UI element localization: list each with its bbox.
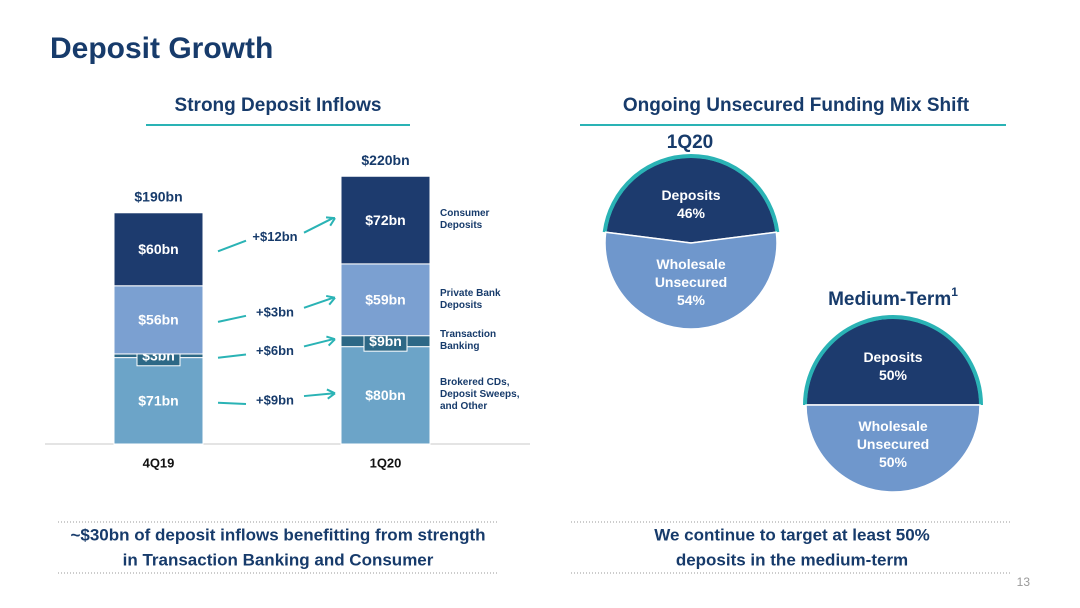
- change-arrow: [303, 392, 334, 398]
- pie-label-name: Deposits: [661, 187, 721, 204]
- total-label: $190bn: [134, 188, 182, 204]
- arrow-head: [326, 335, 336, 347]
- value-label: $56bn: [138, 312, 178, 328]
- pie-label-value: 50%: [878, 454, 908, 471]
- slide-title: Deposit Growth: [50, 32, 273, 65]
- pie-rim: [803, 315, 983, 406]
- arrow-head: [326, 388, 336, 400]
- value-label: $9bn: [369, 333, 402, 349]
- x-tick-label: 1Q20: [370, 455, 402, 470]
- pie-label-name: Wholesale Unsecured: [654, 255, 728, 290]
- change-connector: [217, 239, 247, 253]
- bar-segment: [340, 175, 431, 265]
- bar-segment: [340, 263, 431, 337]
- change-connector: [217, 401, 247, 406]
- pie-label-value: 46%: [676, 205, 706, 222]
- change-connector: [217, 353, 247, 359]
- change-connector: [217, 314, 247, 323]
- bar-segment: [113, 357, 204, 445]
- footnote: in Transaction Banking and Consumer: [123, 550, 434, 569]
- value-label: $80bn: [365, 387, 405, 403]
- pie-title: 1Q20: [667, 132, 713, 153]
- value-label: $59bn: [365, 291, 405, 307]
- bar-segment: [340, 346, 431, 445]
- value-label: $60bn: [138, 241, 178, 257]
- pie-label-value: 50%: [878, 366, 908, 383]
- change-label: +$6bn: [256, 343, 294, 358]
- pie-label-name: Wholesale Unsecured: [856, 418, 930, 453]
- pie-title: Medium-Term1: [828, 285, 958, 310]
- legend-entry: Transaction Banking: [440, 329, 497, 353]
- page-number: 13: [1017, 575, 1031, 589]
- footnote: We continue to target at least 50%: [654, 525, 930, 544]
- value-label: $71bn: [138, 392, 178, 408]
- footnote: deposits in the medium-term: [676, 550, 908, 569]
- pie-label-value: 54%: [676, 291, 706, 308]
- pie-slice: [805, 404, 981, 493]
- pie-label-name: Deposits: [863, 348, 923, 365]
- footnote: ~$30bn of deposit inflows benefitting fr…: [70, 525, 485, 544]
- footnote-marker: 1: [951, 285, 958, 299]
- change-label: +$3bn: [256, 304, 294, 319]
- pie-label: Wholesale Unsecured 54%: [641, 255, 741, 309]
- pie-title-text: Medium-Term: [828, 289, 951, 310]
- change-label: +$9bn: [256, 392, 294, 407]
- change-arrow: [303, 217, 334, 234]
- legend-entry: Consumer Deposits: [440, 208, 490, 232]
- arrow-head: [325, 216, 336, 227]
- change-arrow: [303, 338, 334, 348]
- pie-label: Wholesale Unsecured 50%: [843, 417, 943, 471]
- arrow-head: [325, 294, 336, 306]
- section-heading: Ongoing Unsecured Funding Mix Shift: [623, 95, 970, 116]
- x-tick-label: 4Q19: [143, 455, 175, 470]
- legend-entry: Private Bank Deposits: [440, 287, 501, 311]
- pie-rim: [602, 154, 780, 233]
- change-arrow: [303, 296, 334, 309]
- pie-label: Deposits 46%: [641, 186, 741, 222]
- change-label: +$12bn: [252, 229, 297, 244]
- pie-slice: [604, 231, 778, 330]
- section-heading: Strong Deposit Inflows: [175, 95, 382, 116]
- value-label: $72bn: [365, 212, 405, 228]
- legend-entry: Brokered CDs, Deposit Sweeps, and Other: [440, 377, 520, 413]
- total-label: $220bn: [361, 152, 409, 168]
- bar-segment: [113, 212, 204, 287]
- bar-segment: [113, 285, 204, 355]
- pie-label: Deposits 50%: [843, 348, 943, 384]
